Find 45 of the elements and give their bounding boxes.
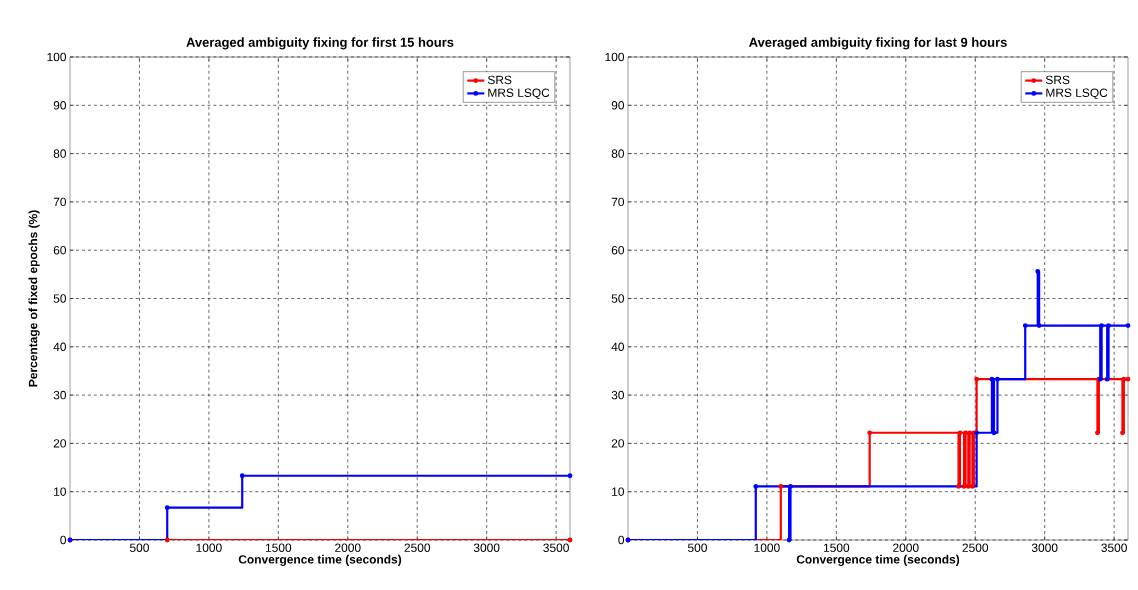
x-tick-label: 500 [129,543,149,552]
y-tick-label: 20 [53,439,67,448]
y-tick-label: 90 [611,101,625,110]
x-tick-label: 2000 [893,543,919,552]
y-tick-label: 50 [611,294,625,303]
y-tick-label: 30 [611,390,625,400]
y-tick-label: 100 [605,52,625,62]
x-axis-title: Convergence time (seconds) [238,554,402,567]
y-tick-label: 90 [53,101,67,110]
x-tick-label: 1500 [823,543,850,552]
y-tick-label: 40 [611,342,625,352]
x-tick-label: 2500 [404,543,431,552]
y-tick-label: 30 [53,390,67,400]
y-tick-label: 0 [60,535,67,545]
legend-label: MRS LSQC [1046,88,1108,100]
y-tick-label: 100 [47,52,67,62]
y-tick-label: 50 [53,294,67,303]
x-axis-title: Convergence time (seconds) [796,554,960,567]
y-tick-label: 60 [53,245,67,255]
y-tick-label: 70 [611,197,625,207]
x-tick-label: 1000 [196,543,222,552]
x-tick-label: 1500 [265,543,292,552]
x-tick-label: 2000 [335,543,361,552]
x-tick-label: 3000 [473,543,500,552]
chart-title: Averaged ambiguity fixing for last 9 hours [749,37,1007,50]
legend-label: SRS [487,75,512,85]
x-tick-label: 3500 [543,543,569,552]
x-tick-label: 500 [687,543,707,552]
y-tick-label: 60 [611,245,625,255]
y-tick-label: 80 [53,149,67,158]
x-tick-label: 2500 [962,543,989,552]
y-tick-label: 40 [53,342,67,352]
y-axis-title: Percentage of fixed epochs (%) [28,210,40,387]
chart-title: Averaged ambiguity fixing for first 15 hours [186,37,454,50]
y-tick-label: 0 [618,535,625,545]
y-tick-label: 20 [611,439,625,448]
x-tick-label: 3000 [1031,543,1058,552]
y-tick-label: 10 [612,487,625,496]
legend-label: MRS LSQC [488,88,550,100]
y-tick-label: 80 [611,149,625,158]
legend-label: SRS [1045,75,1070,85]
y-tick-label: 70 [53,197,67,207]
y-tick-label: 10 [54,487,67,496]
x-tick-label: 3500 [1101,543,1127,552]
x-tick-label: 1000 [754,543,780,552]
